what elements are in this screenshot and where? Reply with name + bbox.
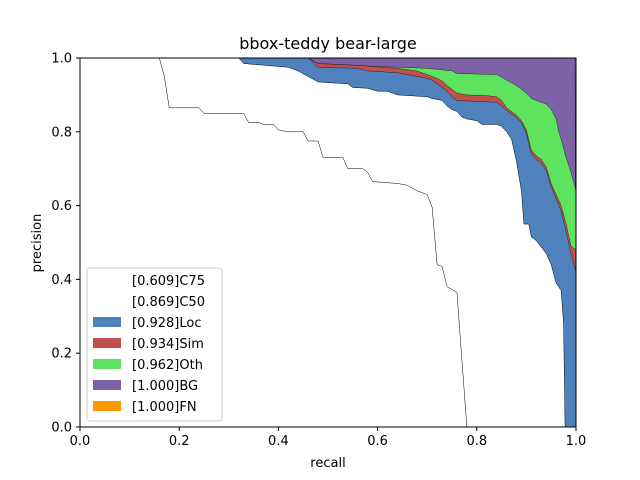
y-tick-label: 0.6 [51, 199, 72, 214]
x-tick-label: 0.6 [367, 434, 388, 449]
y-axis-label: precision [30, 214, 45, 273]
legend: [0.609]C75 [0.869]C50 [0.928]Loc [0.934]Sim… [86, 267, 223, 422]
legend-swatch-0-609-c75 [93, 275, 121, 285]
y-tick-label: 0.8 [51, 125, 72, 140]
legend-label-0-869-c50: [0.869]C50 [132, 295, 205, 310]
x-axis-label: recall [310, 456, 345, 471]
legend-swatch-0-928-loc [93, 317, 121, 327]
x-tick-label: 0.8 [466, 434, 487, 449]
legend-swatch-0-869-c50 [93, 296, 121, 306]
x-tick-label: 0.0 [70, 434, 91, 449]
y-tick-label: 1.0 [51, 52, 72, 67]
legend-swatch-1-000-fn [93, 401, 121, 411]
x-tick-label: 1.0 [566, 434, 587, 449]
x-tick-label: 0.4 [268, 434, 289, 449]
plot-frame [79, 57, 577, 428]
y-tick-label: 0.4 [51, 273, 72, 288]
legend-label-1-000-bg: [1.000]BG [132, 379, 198, 394]
legend-swatch-0-934-sim [93, 338, 121, 348]
legend-label-0-934-sim: [0.934]Sim [132, 337, 204, 352]
legend-swatch-0-962-oth [93, 359, 121, 369]
y-axis: 0.0 0.2 0.4 0.6 0.8 1.0 [51, 52, 80, 436]
legend-label-1-000-fn: [1.000]FN [132, 400, 197, 415]
legend-label-0-609-c75: [0.609]C75 [132, 274, 205, 289]
y-tick-label: 0.2 [51, 347, 72, 362]
x-tick-label: 0.2 [169, 434, 190, 449]
x-axis: 0.0 0.2 0.4 0.6 0.8 1.0 [70, 427, 587, 449]
legend-swatch-1-000-bg [93, 380, 121, 390]
y-tick-label: 0.0 [51, 421, 72, 436]
chart-title: bbox-teddy bear-large [239, 34, 417, 53]
legend-label-0-962-oth: [0.962]Oth [132, 358, 203, 373]
legend-label-0-928-loc: [0.928]Loc [132, 316, 201, 331]
